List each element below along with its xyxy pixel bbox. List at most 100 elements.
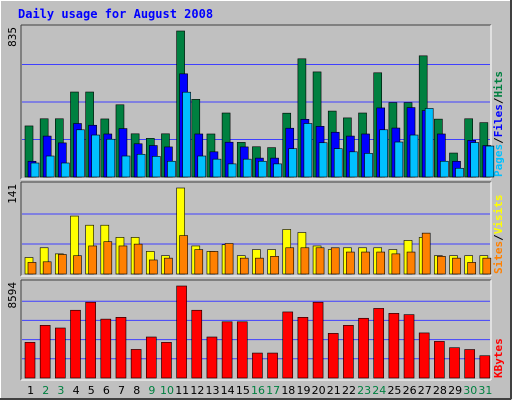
x-tick-label-day-2: 2 [42,384,49,397]
bar-kbytes-day-22 [343,325,354,379]
x-tick-label-day-22: 22 [342,384,356,397]
bar-pages-day-4 [76,129,85,178]
bar-kbytes-day-3 [55,327,66,379]
bar-pages-day-2 [45,155,55,178]
bar-kbytes-day-8 [130,349,142,379]
bar-pages-day-26 [409,134,419,178]
bar-pages-day-10 [167,160,176,178]
bar-kbytes-day-19 [297,317,309,379]
chart-panel-3: 8594 KBytes [6,279,505,381]
x-tick-label-day-9: 9 [148,384,155,397]
bar-pages-day-28 [440,160,449,178]
legend-separator: / [492,137,505,144]
bar-pages-day-13 [212,158,222,178]
bar-pages-day-5 [91,134,100,178]
x-tick-label-day-27: 27 [418,384,432,397]
bar-kbytes-day-25 [388,313,400,379]
x-tick-label-day-25: 25 [387,384,401,397]
bar-pages-day-25 [394,141,404,178]
bar-kbytes-day-14 [221,321,233,379]
bar-sites-day-7 [118,245,128,275]
legend-item-hits: Hits [492,71,505,98]
legend-item-pages: Pages [492,144,505,177]
bar-kbytes-day-23 [358,317,369,379]
legend: KBytes [492,338,505,378]
bar-kbytes-day-28 [434,341,445,379]
bar-pages-day-12 [197,155,207,178]
bar-kbytes-day-24 [373,308,385,379]
bar-sites-day-8 [133,243,143,275]
bar-sites-day-15 [239,257,249,275]
bar-pages-day-6 [106,138,116,178]
bar-pages-day-3 [61,162,70,178]
bar-pages-day-16 [258,160,267,178]
bar-pages-day-8 [136,153,146,178]
legend: Sites/Visits [492,195,505,275]
x-axis-day-labels: 1 2 3 4 5 6 7 8 9 10 11 12 13 14 15 16 17 18 19 20 21 22 23 24 2… [27,384,492,397]
x-tick-label-day-19: 19 [296,384,310,397]
bar-kbytes-day-5 [85,301,96,379]
bar-sites-day-6 [103,241,113,275]
bar-sites-day-3 [58,254,67,275]
bar-pages-day-17 [273,163,282,178]
bar-pages-day-27 [424,108,434,178]
bar-sites-day-30 [467,262,476,275]
bar-pages-day-1 [30,162,40,178]
bar-kbytes-day-17 [267,352,278,379]
x-tick-label-day-6: 6 [103,384,110,397]
bar-kbytes-day-13 [206,336,218,379]
x-tick-label-day-12: 12 [190,384,204,397]
x-tick-label-day-26: 26 [403,384,417,397]
bar-sites-day-19 [300,247,310,275]
bar-kbytes-day-30 [464,349,475,379]
bar-sites-day-2 [42,261,52,275]
x-tick-label-day-4: 4 [73,384,80,397]
bar-sites-day-24 [376,251,386,275]
bar-pages-day-29 [455,167,464,178]
x-tick-label-day-30: 30 [463,384,477,397]
x-tick-label-day-21: 21 [327,384,341,397]
bar-pages-day-21 [333,148,343,178]
x-tick-label-day-31: 31 [478,384,492,397]
bar-sites-day-5 [88,245,97,275]
bar-sites-day-14 [224,243,234,275]
x-tick-label-day-14: 14 [221,384,235,397]
x-tick-label-day-13: 13 [206,384,220,397]
bar-sites-day-10 [164,257,173,275]
chart-panels: 835Pages/Files/Hits141Sites/Visits8594KB… [6,24,505,381]
bar-sites-day-17 [270,256,279,275]
bar-kbytes-day-7 [115,317,127,379]
bar-sites-day-21 [330,247,340,275]
bar-kbytes-day-27 [418,332,430,379]
bar-kbytes-day-1 [24,342,36,379]
chart-title: Daily usage for August 2008 [18,7,213,21]
bar-kbytes-day-6 [100,318,112,379]
legend-item-visits: Visits [492,195,505,235]
bar-pages-day-19 [303,123,313,178]
x-tick-label-day-23: 23 [357,384,371,397]
bar-pages-day-23 [364,153,373,178]
x-tick-label-day-1: 1 [27,384,34,397]
y-axis-max-label: 8594 [6,282,19,309]
legend-separator: / [492,97,505,104]
bar-pages-day-20 [318,142,328,178]
bar-kbytes-day-2 [39,325,51,379]
bar-sites-day-11 [179,235,188,275]
x-tick-label-day-16: 16 [251,384,265,397]
x-tick-label-day-5: 5 [88,384,95,397]
bar-sites-day-18 [285,247,295,275]
bar-sites-day-31 [482,257,492,275]
x-tick-label-day-28: 28 [433,384,447,397]
bar-sites-day-27 [421,232,431,275]
bar-kbytes-day-10 [161,342,172,379]
x-tick-label-day-3: 3 [57,384,64,397]
bar-kbytes-day-9 [145,336,157,379]
bar-pages-day-14 [227,163,237,178]
bar-pages-day-30 [470,142,479,178]
bar-pages-day-18 [288,148,298,178]
bar-kbytes-day-21 [327,333,339,379]
y-axis-max-label: 835 [6,27,19,47]
